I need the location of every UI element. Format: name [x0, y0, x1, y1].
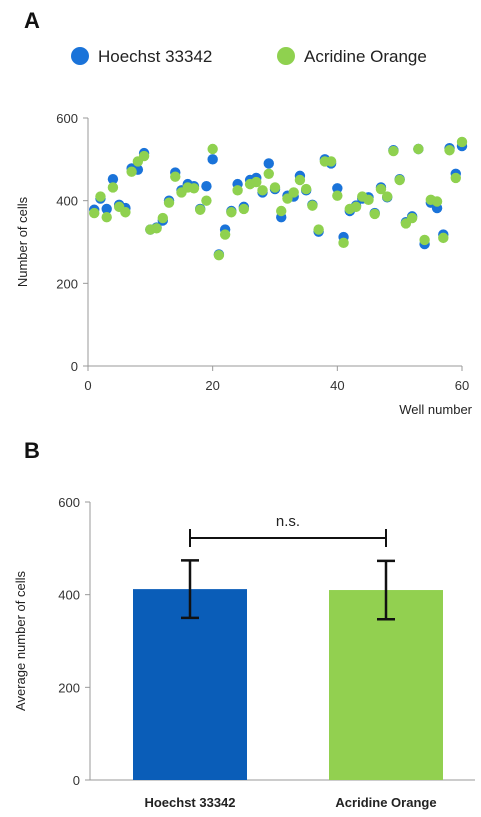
bar-acridine	[329, 590, 443, 780]
scatter-point-acridine	[394, 174, 405, 186]
scatter-point-acridine	[307, 200, 318, 211]
scatter-point-acridine	[444, 145, 455, 156]
scatter-point-acridine	[388, 145, 399, 157]
scatter-x-tick-label: 60	[455, 378, 469, 393]
scatter-point-hoechst	[332, 183, 343, 194]
scatter-point-acridine	[294, 174, 306, 186]
scatter-x-tick-label: 20	[205, 378, 219, 393]
category-label-hoechst: Hoechst 33342	[144, 795, 235, 810]
scatter-point-hoechst	[207, 154, 218, 165]
scatter-y-tick-label: 0	[71, 359, 78, 374]
scatter-point-acridine	[382, 191, 393, 202]
scatter-point-acridine	[338, 237, 349, 249]
bar-y-tick-label: 600	[58, 495, 80, 510]
scatter-point-acridine	[269, 182, 281, 193]
scatter-point-acridine	[456, 136, 468, 148]
bar-hoechst	[133, 589, 247, 780]
scatter-point-acridine	[170, 171, 181, 182]
scatter-point-acridine	[226, 207, 237, 218]
panel-label-a: A	[24, 8, 40, 33]
bar-y-tick-label: 0	[73, 773, 80, 788]
scatter-point-acridine	[257, 185, 268, 196]
scatter-point-acridine	[95, 191, 106, 202]
scatter-point-acridine	[188, 183, 200, 194]
scatter-x-tick-label: 0	[84, 378, 91, 393]
scatter-point-acridine	[332, 190, 343, 201]
scatter-point-acridine	[89, 207, 100, 219]
scatter-point-acridine	[163, 197, 175, 208]
scatter-point-acridine	[350, 201, 362, 213]
scatter-point-acridine	[101, 212, 112, 223]
scatter-point-acridine	[375, 183, 387, 195]
scatter-y-tick-label: 200	[56, 276, 78, 291]
bar-y-tick-label: 400	[58, 588, 80, 603]
legend-label-acridine: Acridine Orange	[304, 47, 427, 66]
scatter-point-acridine	[438, 232, 449, 244]
scatter-point-acridine	[313, 224, 324, 235]
scatter-point-acridine	[238, 203, 250, 215]
scatter-y-axis-title: Number of cells	[15, 196, 30, 287]
scatter-point-acridine	[419, 234, 430, 246]
bars: Hoechst 33342 Acridine Orange	[133, 559, 443, 810]
scatter-point-acridine	[413, 143, 424, 155]
scatter-point-acridine	[232, 185, 243, 196]
scatter-x-tick-label: 40	[330, 378, 344, 393]
scatter-point-acridine	[300, 183, 312, 195]
scatter-point-hoechst	[101, 203, 112, 215]
scatter-ticks: 0 200 400 600 0 20 40 60	[56, 111, 469, 393]
scatter-point-acridine	[288, 187, 299, 198]
scatter-point-acridine	[201, 195, 212, 206]
bar-y-axis-title: Average number of cells	[13, 571, 28, 711]
scatter-point-hoechst	[263, 158, 274, 169]
scatter-point-acridine	[369, 208, 380, 220]
bar-y-tick-label: 200	[58, 680, 80, 695]
legend-label-hoechst: Hoechst 33342	[98, 47, 212, 66]
legend: Hoechst 33342 Acridine Orange	[71, 47, 427, 66]
scatter-point-hoechst	[107, 173, 119, 185]
scatter-point-acridine	[151, 223, 162, 234]
scatter-point-acridine	[406, 212, 418, 224]
scatter-point-acridine	[207, 143, 218, 155]
scatter-points	[89, 136, 468, 261]
scatter-y-tick-label: 400	[56, 194, 78, 209]
scatter-point-acridine	[107, 182, 119, 193]
scatter-y-tick-label: 600	[56, 111, 78, 126]
scatter-point-acridine	[126, 166, 137, 177]
significance-label: n.s.	[276, 513, 300, 530]
scatter-point-acridine	[120, 207, 131, 218]
scatter-point-acridine	[276, 205, 287, 217]
scatter-point-acridine	[219, 229, 231, 240]
scatter-point-acridine	[325, 156, 337, 167]
scatter-point-acridine	[363, 194, 374, 206]
scatter-point-acridine	[213, 250, 225, 261]
scatter-axes	[87, 118, 462, 367]
scatter-point-acridine	[157, 212, 168, 224]
scatter-point-acridine	[195, 204, 206, 215]
scatter-point-hoechst	[201, 181, 212, 192]
scatter-point-acridine	[450, 172, 461, 184]
category-label-acridine: Acridine Orange	[335, 795, 436, 810]
legend-marker-acridine	[277, 47, 295, 65]
scatter-x-axis-title: Well number	[399, 402, 472, 417]
significance-bracket: n.s.	[189, 513, 387, 547]
scatter-point-acridine	[138, 150, 150, 162]
panel-label-b: B	[24, 438, 40, 463]
scatter-point-acridine	[431, 196, 443, 207]
scatter-point-acridine	[263, 168, 274, 179]
scatter-point-acridine	[251, 176, 262, 188]
bar-ticks: 0 200 400 600	[58, 495, 90, 788]
legend-marker-hoechst	[71, 47, 89, 65]
